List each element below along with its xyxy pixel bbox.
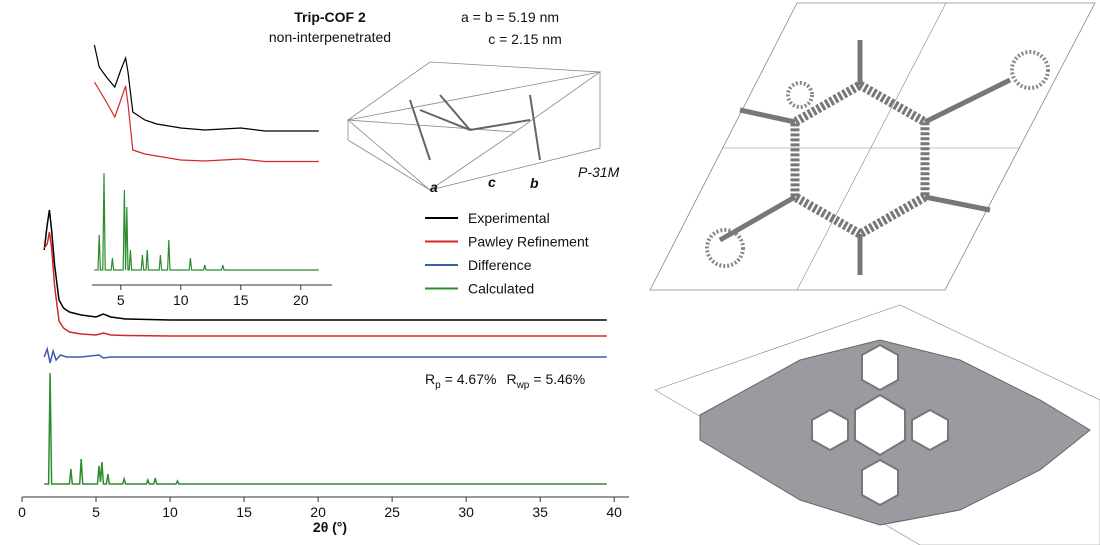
- axis-label: a: [430, 179, 438, 195]
- r-value: = 4.67%: [445, 371, 497, 387]
- axis-label: b: [530, 175, 539, 191]
- x-axis-title: 2θ (°): [313, 519, 347, 535]
- r-symbol: R: [425, 371, 435, 387]
- x-tick-label: 20: [310, 504, 326, 520]
- axis-label: c: [488, 174, 496, 190]
- series-line: [44, 349, 607, 363]
- chart-subtitle: non-interpenetrated: [269, 29, 391, 45]
- x-tick-label: 15: [233, 292, 249, 308]
- r-factor: Rp = 4.67% Rwp= 5.46%: [425, 371, 585, 391]
- series-line: [94, 82, 318, 162]
- space-group: P-31M: [578, 164, 620, 180]
- r-value: = 5.46%: [533, 371, 585, 387]
- structure-view-top: [650, 3, 1095, 290]
- unit-cell-box: [348, 62, 600, 190]
- x-tick-label: 5: [117, 292, 125, 308]
- series-line: [94, 45, 318, 131]
- x-tick-label: 15: [236, 504, 252, 520]
- x-tick-label: 35: [532, 504, 548, 520]
- chart-title: Trip-COF 2: [294, 9, 366, 25]
- legend-label: Difference: [468, 257, 532, 273]
- cell-parameter: a = b = 5.19 nm: [461, 9, 559, 25]
- r-subscript: wp: [516, 380, 530, 391]
- r-symbol: R: [506, 371, 516, 387]
- x-tick-label: 10: [173, 292, 189, 308]
- x-tick-label: 0: [18, 504, 26, 520]
- x-tick-label: 25: [384, 504, 400, 520]
- legend-label: Experimental: [468, 210, 550, 226]
- cell-parameter: c = 2.15 nm: [488, 31, 562, 47]
- x-tick-label: 40: [606, 504, 622, 520]
- x-tick-label: 5: [92, 504, 100, 520]
- series-line: [94, 173, 318, 270]
- figure: Trip-COF 2 non-interpenetrated a = b = 5…: [0, 0, 1100, 545]
- r-subscript: p: [435, 380, 441, 391]
- x-tick-label: 30: [458, 504, 474, 520]
- legend-label: Pawley Refinement: [468, 234, 589, 250]
- x-tick-label: 20: [293, 292, 309, 308]
- x-tick-label: 10: [162, 504, 178, 520]
- structure-view-bottom: [655, 305, 1100, 545]
- legend-label: Calculated: [468, 281, 534, 297]
